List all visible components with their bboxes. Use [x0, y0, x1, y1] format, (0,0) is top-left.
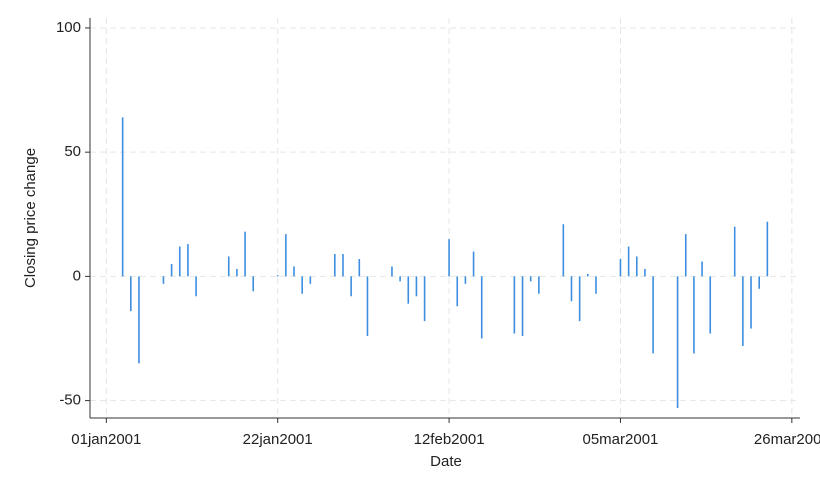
y-tick-label: 50	[64, 143, 81, 160]
y-tick-label: 100	[56, 19, 81, 36]
x-tick-label: 01jan2001	[71, 431, 141, 448]
x-tick-label: 05mar2001	[583, 431, 659, 448]
x-tick-label: 12feb2001	[414, 431, 485, 448]
y-tick-label: -50	[59, 392, 81, 409]
x-tick-label: 26mar2001	[754, 431, 820, 448]
x-axis-label: Date	[430, 453, 462, 470]
y-axis-label: Closing price change	[22, 148, 39, 288]
x-tick-label: 22jan2001	[243, 431, 313, 448]
y-tick-label: 0	[73, 267, 81, 284]
